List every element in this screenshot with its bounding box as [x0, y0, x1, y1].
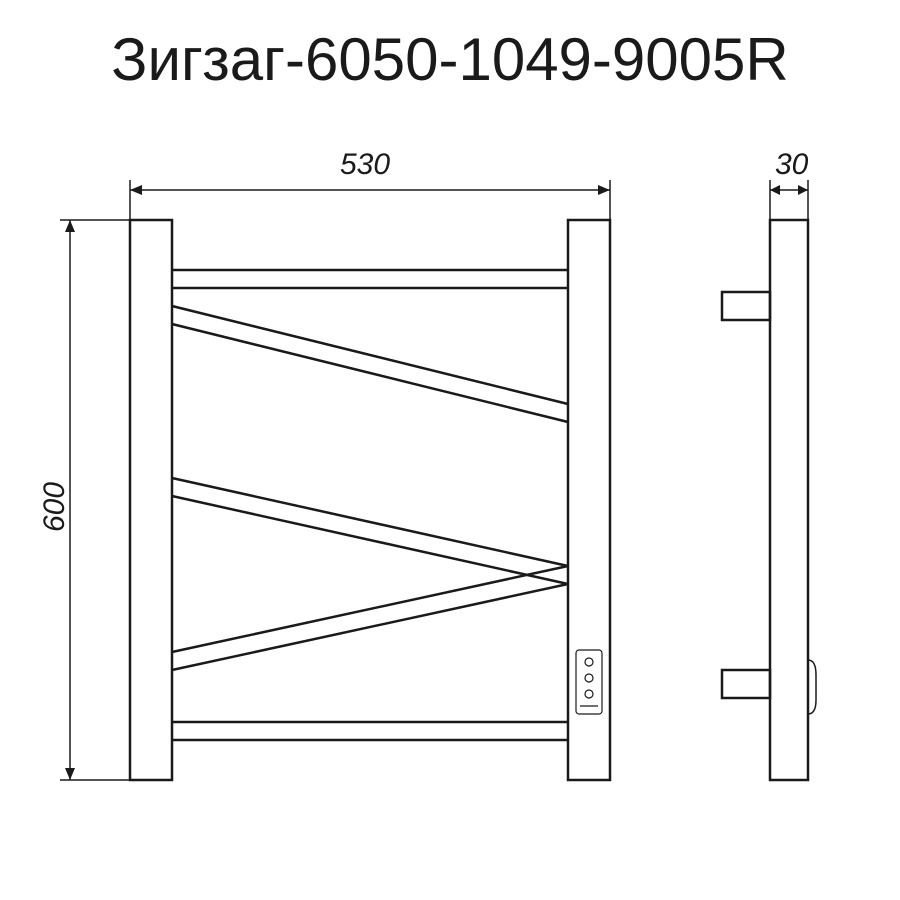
technical-drawing: 530 600 30 [0, 130, 900, 900]
product-title: Зигзаг-6050-1049-9005R [111, 25, 788, 94]
side-view [0, 130, 900, 900]
